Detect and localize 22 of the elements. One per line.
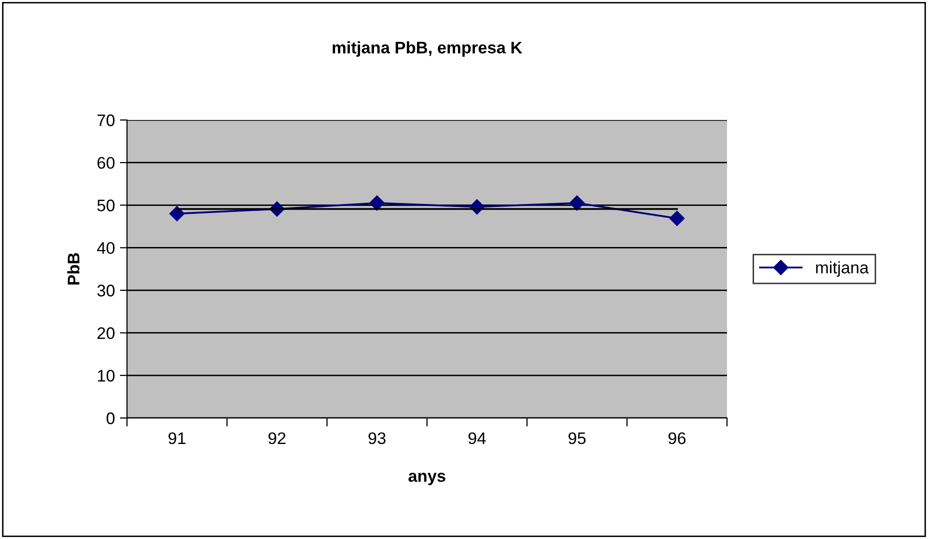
x-tick-label: 92 bbox=[268, 432, 286, 444]
x-tick-label: 95 bbox=[568, 432, 586, 444]
y-axis-title: PbB bbox=[67, 253, 80, 285]
y-tick-label: 0 bbox=[106, 412, 115, 424]
x-tick-label: 93 bbox=[368, 432, 386, 444]
y-tick-label: 70 bbox=[98, 114, 115, 126]
y-tick-label: 10 bbox=[98, 370, 115, 382]
chart-title: mitjana PbB, empresa K bbox=[332, 41, 522, 57]
x-tick-label: 94 bbox=[468, 432, 486, 444]
point bbox=[169, 206, 185, 222]
y-tick-label: 20 bbox=[97, 327, 115, 340]
y-tick-label: 50 bbox=[97, 200, 115, 212]
point bbox=[669, 210, 685, 226]
x-tick-label: 96 bbox=[668, 432, 686, 444]
y-tick-label: 40 bbox=[97, 242, 115, 254]
y-tick-label: 30 bbox=[97, 284, 115, 296]
legend-label: mitjana bbox=[816, 261, 869, 277]
x-axis-title: anys bbox=[408, 472, 446, 486]
point bbox=[369, 195, 385, 211]
y-tick-label: 60 bbox=[98, 156, 115, 169]
x-tick-label: 91 bbox=[168, 432, 186, 444]
point bbox=[569, 195, 585, 211]
